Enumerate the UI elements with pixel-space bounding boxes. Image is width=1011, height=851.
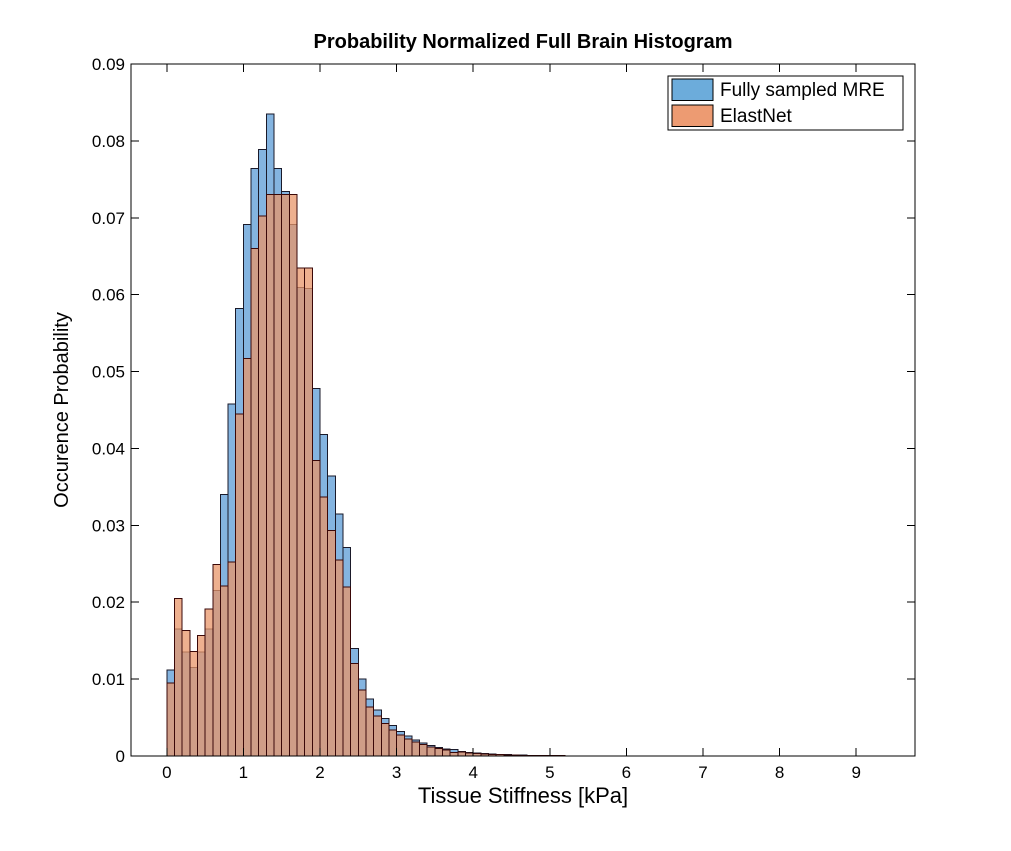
svg-text:0.02: 0.02 bbox=[92, 593, 125, 612]
svg-text:Occurence Probability: Occurence Probability bbox=[51, 312, 73, 508]
svg-text:1: 1 bbox=[239, 763, 248, 782]
svg-text:0.04: 0.04 bbox=[92, 439, 125, 458]
svg-text:0: 0 bbox=[162, 763, 171, 782]
svg-text:0: 0 bbox=[116, 747, 125, 766]
svg-text:ElastNet: ElastNet bbox=[720, 106, 793, 127]
svg-text:0.03: 0.03 bbox=[92, 516, 125, 535]
svg-text:0.08: 0.08 bbox=[92, 132, 125, 151]
svg-text:5: 5 bbox=[545, 763, 554, 782]
svg-text:4: 4 bbox=[468, 763, 477, 782]
svg-text:0.01: 0.01 bbox=[92, 670, 125, 689]
svg-text:0.09: 0.09 bbox=[92, 55, 125, 74]
svg-text:2: 2 bbox=[315, 763, 324, 782]
svg-text:9: 9 bbox=[851, 763, 860, 782]
svg-text:8: 8 bbox=[775, 763, 784, 782]
svg-text:Fully sampled MRE: Fully sampled MRE bbox=[720, 80, 885, 101]
svg-text:0.05: 0.05 bbox=[92, 363, 125, 382]
svg-text:0.06: 0.06 bbox=[92, 286, 125, 305]
svg-text:Probability Normalized Full Br: Probability Normalized Full Brain Histog… bbox=[314, 31, 733, 53]
svg-text:Tissue Stiffness [kPa]: Tissue Stiffness [kPa] bbox=[418, 783, 628, 808]
svg-text:7: 7 bbox=[698, 763, 707, 782]
svg-text:3: 3 bbox=[392, 763, 401, 782]
svg-text:6: 6 bbox=[622, 763, 631, 782]
svg-text:0.07: 0.07 bbox=[92, 209, 125, 228]
